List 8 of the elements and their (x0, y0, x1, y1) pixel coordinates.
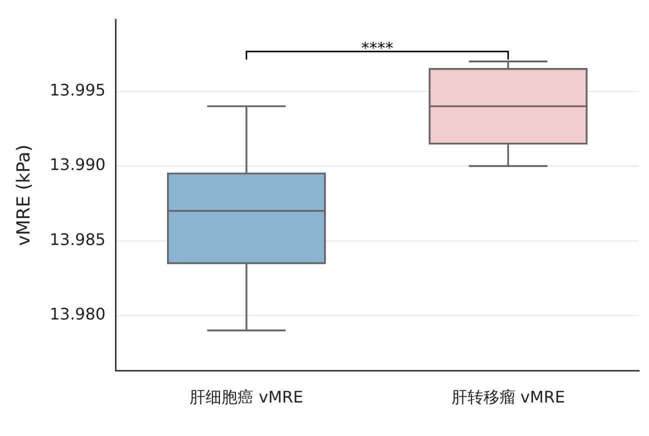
x-tick-label: 肝转移瘤 vMRE (451, 388, 565, 407)
annotation: **** (361, 38, 394, 58)
x-tick-label: 肝细胞癌 vMRE (190, 388, 304, 407)
y-tick-label: 13.995 (50, 80, 106, 100)
y-tick-label: 13.990 (50, 155, 106, 174)
y-tick-label: 13.985 (50, 230, 106, 249)
y-axis-title: vMRE (kPa) (13, 144, 34, 246)
y-tick-label: 13.980 (50, 304, 106, 324)
